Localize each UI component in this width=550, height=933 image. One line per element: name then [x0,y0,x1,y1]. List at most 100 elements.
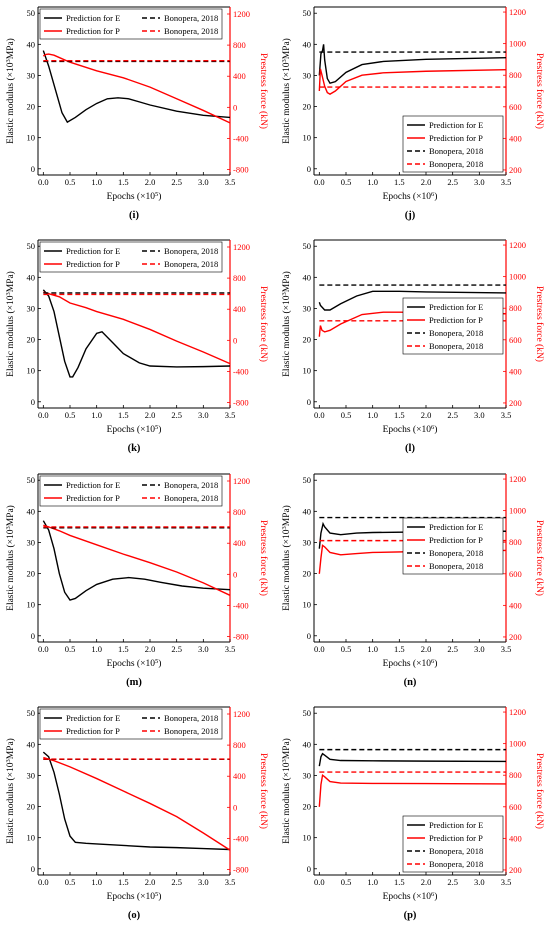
x-tick-label: 1.5 [394,644,405,654]
y-tick-label: 30 [303,770,312,780]
y2-axis-label: Prestress force (kN) [258,753,269,829]
y2-axis-label: Prestress force (kN) [258,286,269,362]
x-tick-label: 3.0 [198,644,209,654]
panel-label: (o) [128,910,141,921]
legend: Prediction for E Bonopera, 2018 Prediction… [39,241,223,273]
legend-label: Bonopera, 2018 [164,13,218,23]
x-axis-label: Epochs (×105) [107,191,162,203]
legend-label: Bonopera, 2018 [164,246,218,256]
y2-axis-label: Prestress force (kN) [534,53,545,129]
y2-tick-label: 600 [509,802,522,812]
y-tick-label: 10 [303,366,312,376]
x-tick-label: 3.5 [225,644,236,654]
x-tick-label: 3.0 [474,644,485,654]
y2-axis-label: Prestress force (kN) [258,520,269,596]
legend-label: Bonopera, 2018 [429,341,483,351]
legend-label: Bonopera, 2018 [429,146,483,156]
series-E-solid [42,520,230,601]
x-tick-label: 2.0 [145,410,156,420]
y-axis-label: Elastic modulus (×103MPa) [5,271,17,377]
x-tick-label: 2.0 [421,410,432,420]
y-tick-label: 50 [303,708,312,718]
y-tick-label: 50 [27,708,36,718]
y2-tick-label: -400 [233,133,249,143]
panel-o: 0.0 0.5 1.0 1.5 2.0 2.5 3.0 3.5 0 10 20 30 40 50 -800 -… [5,706,269,921]
x-tick-label: 3.5 [225,877,236,887]
y2-tick-label: 0 [233,569,237,579]
legend-label: Bonopera, 2018 [164,26,218,36]
panel-label: (m) [126,677,142,688]
y-tick-label: 0 [307,631,311,641]
y-tick-label: 40 [27,506,36,516]
panel-label: (p) [404,910,417,921]
x-tick-label: 1.5 [394,177,405,187]
series-E-solid [318,290,506,311]
series-P-solid [43,291,230,365]
y-tick-label: 10 [27,133,36,143]
x-tick-label: 2.0 [145,177,156,187]
y2-tick-label: 400 [509,833,522,843]
legend: Prediction for E Bonopera, 2018 Prediction… [39,8,223,40]
series-P-solid [43,756,230,851]
y2-tick-label: 0 [233,102,237,112]
x-tick-label: 2.0 [421,177,432,187]
x-tick-label: 3.5 [225,410,236,420]
legend: Prediction for E Bonopera, 2018 Prediction… [39,708,223,740]
y-tick-label: 40 [303,739,312,749]
y-tick-label: 50 [27,241,36,251]
y-tick-label: 40 [27,39,36,49]
panel-label: (l) [405,443,415,454]
y-tick-label: 20 [303,102,312,112]
legend-label: Prediction for E [66,480,120,490]
y-axis-label: Elastic modulus (×103MPa) [281,38,293,144]
legend-label: Bonopera, 2018 [429,561,483,571]
y-tick-label: 40 [303,39,312,49]
legend-label: Prediction for P [66,726,120,736]
panel-label: (i) [129,210,139,221]
panel-label: (n) [404,677,417,688]
y2-tick-label: 800 [509,537,522,547]
y2-tick-label: 800 [233,40,246,50]
y2-tick-label: 200 [509,165,522,175]
y2-axis-label: Prestress force (kN) [258,53,269,129]
panel-n: 0.0 0.5 1.0 1.5 2.0 2.5 3.0 3.5 0 10 20 30 40 50 200 40… [281,473,545,688]
legend-label: Bonopera, 2018 [429,846,483,856]
y2-tick-label: 800 [509,770,522,780]
y-tick-label: 20 [27,335,36,345]
x-tick-label: 0.0 [38,877,49,887]
legend-box [39,8,223,40]
x-tick-label: 2.0 [421,877,432,887]
legend-label: Prediction for E [429,820,483,830]
legend-label: Bonopera, 2018 [164,493,218,503]
y2-tick-label: 0 [233,802,237,812]
x-tick-label: 3.5 [501,410,512,420]
y-tick-label: 30 [303,70,312,80]
x-axis-label: Epochs (×105) [107,658,162,670]
y2-tick-label: 800 [509,70,522,80]
y-axis-label: Elastic modulus (×103MPa) [281,738,293,844]
legend-label: Prediction for P [429,133,483,143]
y2-tick-label: 800 [233,740,246,750]
y-tick-label: 10 [27,833,36,843]
y-tick-label: 0 [31,864,35,874]
y-tick-label: 40 [27,739,36,749]
y2-tick-label: 200 [509,398,522,408]
x-tick-label: 2.5 [447,410,458,420]
y-tick-label: 50 [303,241,312,251]
x-tick-label: 2.0 [145,644,156,654]
y-tick-label: 30 [27,303,36,313]
x-axis-label: Epochs (×106) [383,424,438,436]
y2-tick-label: -800 [233,632,249,642]
y-tick-label: 20 [303,569,312,579]
legend-label: Prediction for P [66,26,120,36]
x-tick-label: 1.5 [394,410,405,420]
y2-tick-label: 200 [509,632,522,642]
x-tick-label: 2.0 [421,644,432,654]
x-tick-label: 0.5 [65,644,76,654]
legend: Prediction for E Bonopera, 2018 Prediction… [39,475,223,507]
x-tick-label: 0.5 [341,410,352,420]
legend-label: Prediction for E [66,13,120,23]
legend-label: Prediction for P [429,833,483,843]
y-tick-label: 30 [27,70,36,80]
series-P-solid [318,68,506,95]
